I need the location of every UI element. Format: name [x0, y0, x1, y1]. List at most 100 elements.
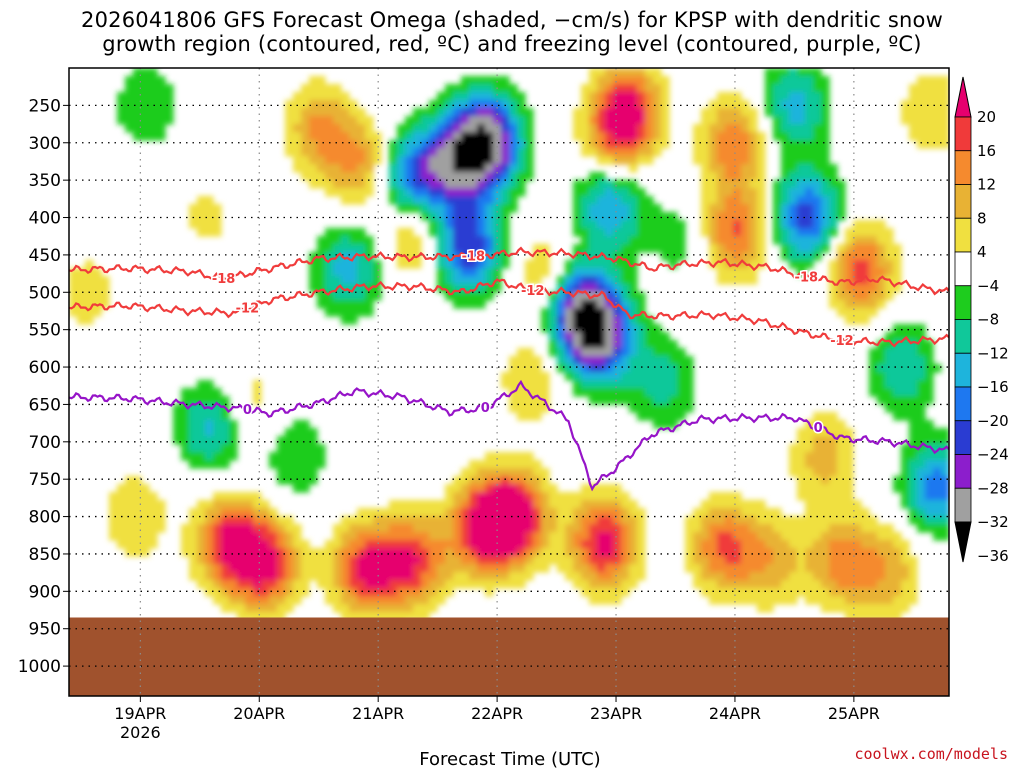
omega-cell — [517, 468, 526, 477]
y-tick-label: 600 — [29, 358, 61, 378]
omega-cell — [845, 500, 854, 509]
omega-cell — [421, 508, 430, 517]
omega-cell — [541, 548, 550, 557]
omega-cell — [213, 452, 222, 461]
colorbar-swatch — [954, 386, 972, 422]
omega-cell — [613, 140, 622, 149]
omega-cell — [365, 524, 374, 533]
omega-cell — [581, 548, 590, 557]
omega-cell — [773, 556, 782, 565]
omega-cell — [309, 276, 318, 285]
omega-cell — [293, 572, 302, 581]
omega-cell — [637, 532, 646, 541]
omega-cell — [557, 508, 566, 517]
omega-cell — [741, 276, 750, 285]
omega-cell — [773, 516, 782, 525]
omega-cell — [421, 604, 430, 613]
omega-cell — [509, 108, 518, 117]
omega-cell — [741, 148, 750, 157]
omega-cell — [397, 532, 406, 541]
omega-cell — [549, 300, 558, 309]
omega-cell — [541, 372, 550, 381]
omega-cell — [501, 244, 510, 253]
omega-cell — [741, 252, 750, 261]
omega-cell — [845, 444, 854, 453]
omega-cell — [597, 324, 606, 333]
omega-cell — [765, 108, 774, 117]
omega-cell — [469, 108, 478, 117]
omega-cell — [389, 548, 398, 557]
omega-cell — [573, 500, 582, 509]
omega-cell — [477, 212, 486, 221]
omega-cell — [413, 532, 422, 541]
omega-cell — [565, 492, 574, 501]
omega-cell — [597, 172, 606, 181]
omega-cell — [333, 156, 342, 165]
omega-cell — [309, 268, 318, 277]
y-tick-label: 400 — [29, 209, 61, 229]
omega-cell — [717, 588, 726, 597]
omega-cell — [341, 588, 350, 597]
omega-cell — [845, 516, 854, 525]
omega-cell — [285, 132, 294, 141]
omega-cell — [653, 244, 662, 253]
omega-cell — [525, 372, 534, 381]
omega-cell — [621, 68, 630, 77]
omega-cell — [85, 292, 94, 301]
omega-cell — [141, 76, 150, 85]
omega-cell — [717, 540, 726, 549]
omega-cell — [645, 76, 654, 85]
omega-cell — [181, 420, 190, 429]
omega-cell — [269, 572, 278, 581]
omega-cell — [853, 236, 862, 245]
omega-cell — [757, 196, 766, 205]
omega-cell — [733, 540, 742, 549]
omega-cell — [837, 580, 846, 589]
omega-cell — [189, 412, 198, 421]
omega-cell — [205, 516, 214, 525]
omega-cell — [733, 532, 742, 541]
omega-cell — [405, 596, 414, 605]
omega-cell — [533, 516, 542, 525]
omega-cell — [117, 116, 126, 125]
omega-cell — [381, 508, 390, 517]
omega-cell — [453, 188, 462, 197]
omega-cell — [253, 500, 262, 509]
omega-cell — [453, 532, 462, 541]
omega-cell — [621, 508, 630, 517]
omega-cell — [925, 508, 934, 517]
omega-cell — [253, 516, 262, 525]
omega-cell — [245, 492, 254, 501]
omega-cell — [789, 132, 798, 141]
omega-cell — [893, 588, 902, 597]
omega-cell — [333, 524, 342, 533]
omega-cell — [541, 492, 550, 501]
omega-cell — [821, 460, 830, 469]
omega-cell — [485, 212, 494, 221]
omega-cell — [373, 516, 382, 525]
omega-cell — [805, 580, 814, 589]
omega-cell — [637, 92, 646, 101]
omega-cell — [941, 484, 949, 493]
omega-cell — [805, 428, 814, 437]
omega-cell — [709, 580, 718, 589]
omega-cell — [645, 380, 654, 389]
omega-cell — [917, 100, 926, 109]
omega-cell — [821, 124, 830, 133]
omega-cell — [213, 436, 222, 445]
omega-cell — [829, 276, 838, 285]
omega-cell — [357, 604, 366, 613]
omega-cell — [341, 516, 350, 525]
omega-cell — [773, 572, 782, 581]
omega-cell — [573, 292, 582, 301]
omega-cell — [221, 532, 230, 541]
omega-cell — [765, 588, 774, 597]
omega-cell — [141, 548, 150, 557]
omega-cell — [637, 244, 646, 253]
omega-cell — [581, 260, 590, 269]
omega-cell — [813, 196, 822, 205]
colorbar-label: −36 — [977, 547, 1009, 565]
omega-cell — [341, 180, 350, 189]
omega-cell — [597, 252, 606, 261]
omega-cell — [365, 612, 374, 621]
